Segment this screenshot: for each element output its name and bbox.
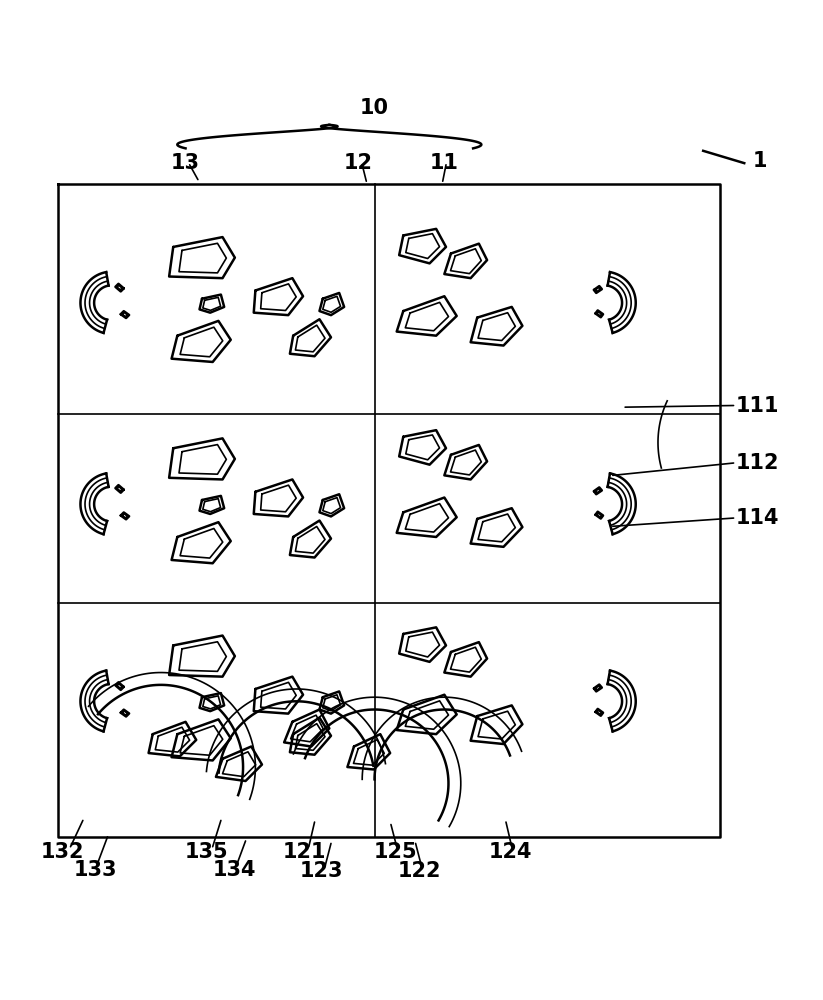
Text: 12: 12 <box>343 153 373 173</box>
Text: 122: 122 <box>398 861 441 881</box>
Text: 123: 123 <box>300 861 343 881</box>
Text: 125: 125 <box>374 842 417 862</box>
Text: 11: 11 <box>430 153 459 173</box>
Text: 132: 132 <box>40 842 84 862</box>
Text: 13: 13 <box>171 153 200 173</box>
Text: 1: 1 <box>752 151 767 171</box>
Text: 10: 10 <box>360 98 389 118</box>
Text: 121: 121 <box>283 842 327 862</box>
Text: 111: 111 <box>736 396 779 416</box>
Text: 114: 114 <box>736 508 779 528</box>
Text: 124: 124 <box>488 842 532 862</box>
Text: 112: 112 <box>736 453 779 473</box>
Text: 133: 133 <box>73 860 117 880</box>
Text: 134: 134 <box>213 860 257 880</box>
Text: 135: 135 <box>184 842 228 862</box>
